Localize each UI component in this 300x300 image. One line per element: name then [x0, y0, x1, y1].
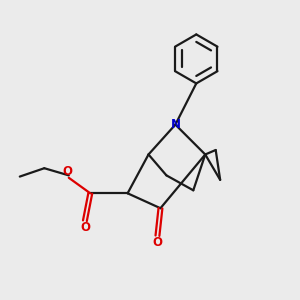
Text: O: O [152, 236, 163, 249]
Text: O: O [62, 165, 72, 178]
Text: O: O [80, 221, 90, 234]
Text: N: N [170, 118, 180, 131]
